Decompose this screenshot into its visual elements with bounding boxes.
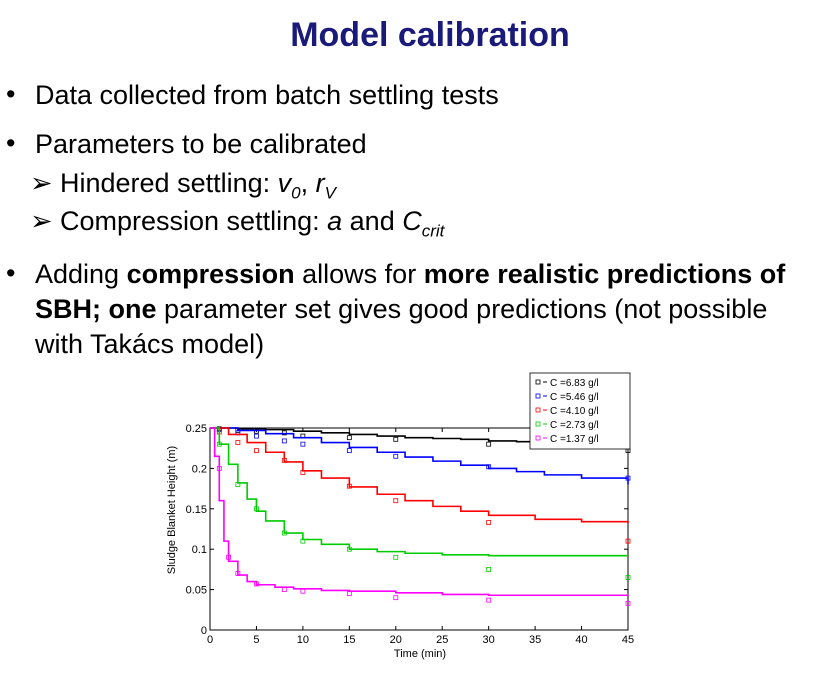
data-point [235,428,241,433]
data-point [486,441,492,447]
x-tick-label: 40 [575,634,587,646]
data-point [216,429,222,435]
y-axis-label: Sludge Blanket Height (m) [166,446,178,574]
y-tick-label: 0.2 [192,463,207,475]
data-point [254,433,259,439]
data-point [486,464,492,470]
legend-marker [535,393,541,399]
legend-box [529,372,631,450]
series-line-2 [210,427,629,485]
legend-entry: C =4.10 g/l [550,406,599,417]
arrowhead-bullet-icon: ➢ [30,206,53,236]
y-tick-label: 0 [201,625,207,637]
data-point [235,571,241,576]
data-point [281,457,287,463]
arrowhead-bullet-icon: ➢ [30,168,53,198]
legend-marker [535,407,541,413]
data-point [346,435,352,441]
data-point [235,482,241,487]
data-point [486,597,492,603]
data-point [254,581,259,587]
x-axis-label: Time (min) [394,648,446,660]
bullet-dot-icon: • [6,79,16,109]
x-tick-label: 25 [436,634,448,646]
y-tick-label: 0.1 [192,544,207,556]
data-point [254,506,259,512]
data-point [625,600,631,606]
data-point [216,426,222,432]
data-point [393,436,399,442]
y-tick-label: 0.15 [186,504,207,516]
legend-entry: C =6.83 g/l [550,378,599,389]
series-line-3 [210,427,629,524]
data-point [625,575,631,580]
data-point [300,433,306,439]
data-point [346,483,352,489]
data-point [486,520,492,525]
bullet-dot-icon: • [6,258,16,288]
data-point [625,538,631,544]
data-point [393,595,399,601]
y-tick-label: 0.25 [186,423,207,435]
data-point [281,438,287,444]
x-tick-label: 5 [253,634,259,646]
data-point [254,448,259,454]
plot-frame [209,427,629,631]
legend-marker [535,421,541,427]
sub-bullet-compression: ➢ Compression settling: a and Ccrit [30,206,445,241]
bullet-2-text: Parameters to be calibrated [35,129,367,159]
data-point [346,546,352,552]
series-line-5 [210,427,629,597]
x-tick-label: 45 [622,634,634,646]
data-point [254,428,259,434]
legend-entry: C =5.46 g/l [550,392,599,403]
x-tick-label: 20 [390,634,402,646]
data-point [281,587,287,592]
data-point [393,453,399,459]
bullet-1-text: Data collected from batch settling tests [35,80,499,110]
data-point [393,498,399,504]
data-point [300,441,306,447]
sub-bullet-hindered: ➢ Hindered settling: v0, rV [30,168,336,203]
bullet-dot-icon: • [6,128,16,158]
data-point [346,591,352,597]
data-point [216,441,222,447]
data-point [235,430,241,436]
x-tick-label: 10 [297,634,309,646]
slide-title: Model calibration [290,16,570,54]
data-point [300,588,306,594]
x-tick-label: 35 [529,634,541,646]
legend-marker [535,379,541,385]
data-point [300,470,306,475]
data-point [346,448,352,454]
data-point [625,448,631,454]
bullet-3-text: Adding compression allows for more reali… [35,259,786,359]
data-point [216,427,222,433]
x-tick-label: 15 [343,634,355,646]
data-point [281,430,287,436]
data-point [281,530,287,536]
data-point [625,475,631,481]
x-tick-label: 0 [207,634,213,646]
data-point [486,567,492,572]
data-point [393,554,399,560]
series-line-1 [210,427,629,445]
data-point [226,554,231,560]
y-tick-label: 0.05 [186,585,207,597]
x-tick-label: 30 [483,634,495,646]
series-line-4 [210,427,628,557]
data-point [235,440,241,445]
legend-entry: C =1.37 g/l [550,434,599,445]
data-point [216,465,222,471]
legend-entry: C =2.73 g/l [550,420,599,431]
legend-marker [535,435,541,441]
data-point [300,538,306,544]
